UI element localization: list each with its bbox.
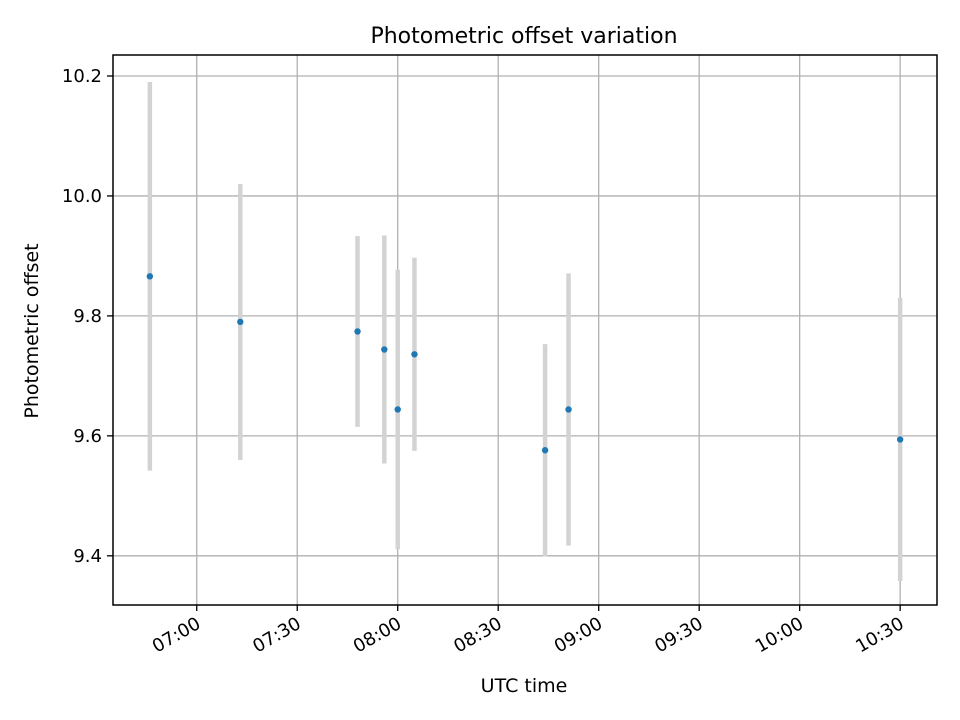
y-tick-label: 10.2 [62, 66, 102, 87]
data-point [411, 351, 418, 358]
data-point [146, 273, 154, 280]
data-point [394, 406, 401, 413]
data-point [237, 318, 244, 326]
y-tick-label: 10.0 [62, 186, 102, 207]
data-point [896, 436, 904, 443]
data-point [354, 328, 361, 335]
data-point [541, 447, 549, 454]
data-point [565, 406, 572, 413]
y-tick-label: 9.4 [73, 546, 102, 567]
data-points [146, 273, 904, 454]
x-axis-label: UTC time [481, 675, 568, 697]
chart-title: Photometric offset variation [370, 24, 677, 49]
y-tick-label: 9.6 [73, 426, 102, 447]
data-point [381, 346, 388, 353]
y-tick-label: 9.8 [73, 306, 102, 327]
y-axis-ticks: 9.4 9.6 9.8 10.0 10.2 [62, 66, 113, 567]
plot-frame [112, 54, 938, 606]
y-axis-label: Photometric offset [21, 243, 43, 418]
